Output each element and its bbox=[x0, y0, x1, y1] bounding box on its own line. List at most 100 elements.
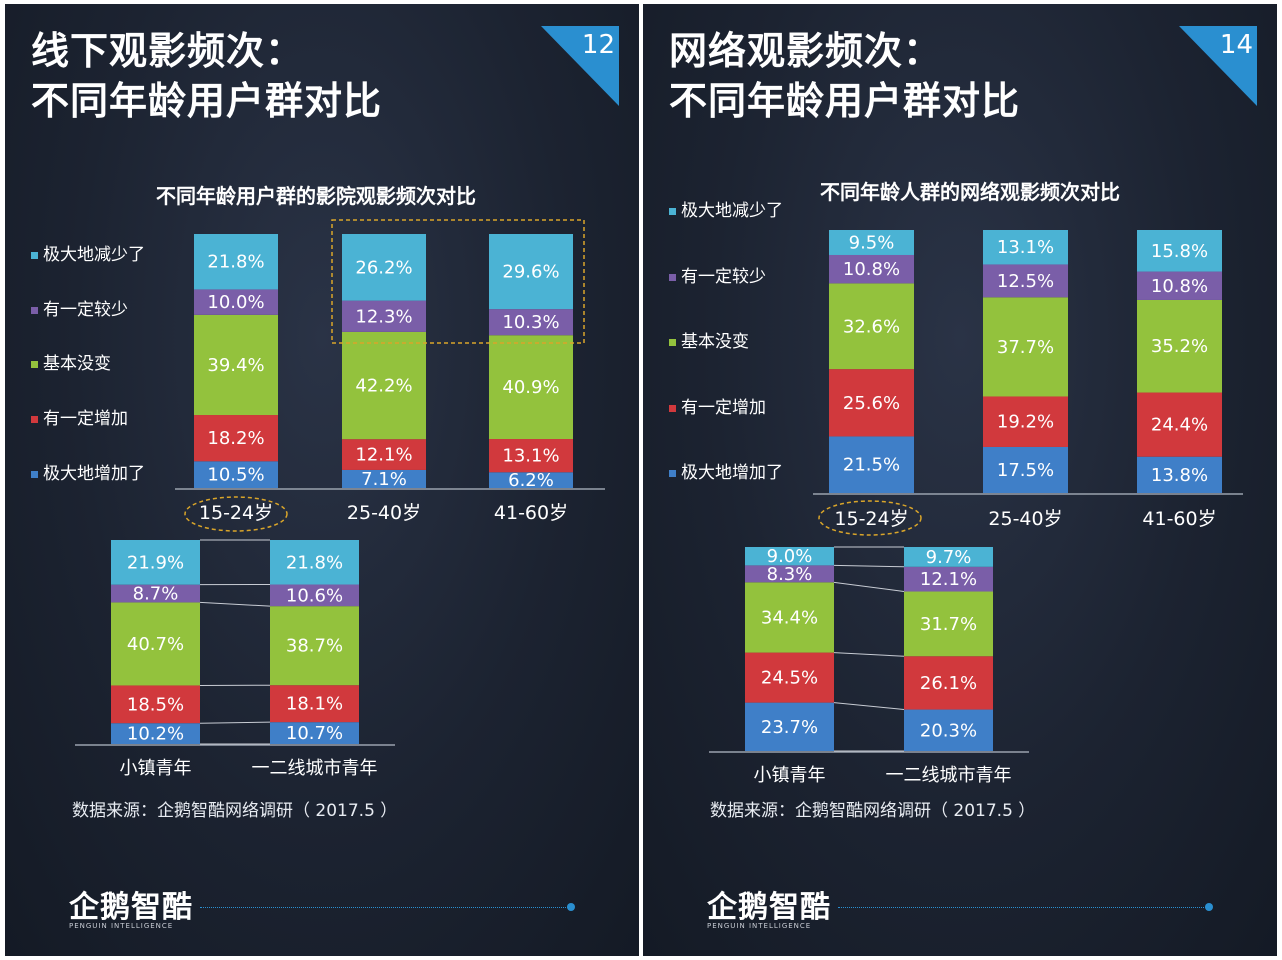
legend-swatch bbox=[31, 252, 38, 259]
bar-segment bbox=[983, 396, 1068, 447]
category-label: 一二线城市青年 bbox=[252, 758, 378, 779]
category-label: 小镇青年 bbox=[120, 758, 192, 779]
data-label: 32.6% bbox=[843, 316, 900, 337]
page-number: 14 bbox=[1219, 30, 1253, 60]
data-label: 12.1% bbox=[355, 445, 412, 466]
data-label: 21.9% bbox=[127, 552, 184, 573]
bar-segment bbox=[829, 230, 914, 255]
bar-segment bbox=[342, 300, 426, 332]
category-label: 41-60岁 bbox=[494, 502, 568, 524]
legend-label: 极大地减少了 bbox=[681, 201, 783, 221]
bar-segment bbox=[1137, 456, 1222, 493]
data-label: 10.2% bbox=[127, 724, 184, 745]
data-label: 24.4% bbox=[1151, 415, 1208, 436]
category-label: 小镇青年 bbox=[754, 765, 826, 786]
data-label: 18.5% bbox=[127, 694, 184, 715]
bar-segment bbox=[489, 439, 573, 473]
bar-segment bbox=[489, 309, 573, 336]
data-label: 21.5% bbox=[843, 455, 900, 476]
legend-swatch bbox=[669, 339, 676, 346]
bar-segment bbox=[194, 314, 278, 416]
data-label: 40.7% bbox=[127, 634, 184, 655]
bar-segment bbox=[489, 234, 573, 310]
legend-swatch bbox=[31, 307, 38, 314]
bar-segment bbox=[745, 702, 834, 751]
bar-segment bbox=[194, 461, 278, 488]
footer-line bbox=[838, 907, 1206, 908]
bar-segment bbox=[270, 606, 359, 686]
bar-segment bbox=[111, 723, 200, 744]
legend-label: 基本没变 bbox=[681, 332, 749, 352]
data-label: 12.1% bbox=[920, 569, 977, 590]
slide-title: 线下观影频次： 不同年龄用户群对比 bbox=[31, 26, 382, 126]
category-label: 15-24岁 bbox=[834, 508, 908, 530]
bar-segment bbox=[111, 685, 200, 724]
bar-segment bbox=[489, 472, 573, 488]
data-label: 12.3% bbox=[355, 306, 412, 327]
bar-segment bbox=[489, 335, 573, 440]
bar-segment bbox=[1137, 271, 1222, 300]
slide-title-line2: 不同年龄用户群对比 bbox=[669, 79, 1021, 123]
data-label: 42.2% bbox=[355, 376, 412, 397]
highlight-box bbox=[331, 219, 585, 344]
brand-logo: 企鹅智酷 bbox=[69, 890, 193, 925]
bar-segment bbox=[342, 331, 426, 440]
data-label: 17.5% bbox=[997, 460, 1054, 481]
legend-label: 有一定增加 bbox=[681, 398, 766, 418]
category-label: 一二线城市青年 bbox=[886, 765, 1012, 786]
highlight-ellipse bbox=[818, 500, 922, 536]
brand-logo-sub: PENGUIN INTELLIGENCE bbox=[69, 922, 174, 930]
bar-segment bbox=[270, 685, 359, 723]
legend-label: 极大地减少了 bbox=[43, 245, 145, 265]
data-label: 9.7% bbox=[926, 547, 972, 568]
category-label: 25-40岁 bbox=[347, 502, 421, 524]
bar-segment bbox=[745, 565, 834, 583]
bar-segment bbox=[904, 566, 993, 592]
bar-segment bbox=[829, 436, 914, 493]
data-label: 37.7% bbox=[997, 337, 1054, 358]
slide-title: 网络观影频次： 不同年龄用户群对比 bbox=[669, 26, 1020, 126]
bar-segment bbox=[983, 297, 1068, 397]
data-source: 数据来源：企鹅智酷网络调研（ 2017.5 ） bbox=[710, 801, 1036, 821]
bar-segment bbox=[194, 415, 278, 462]
bar-segment bbox=[194, 234, 278, 290]
data-label: 26.2% bbox=[355, 257, 412, 278]
data-label: 35.2% bbox=[1151, 336, 1208, 357]
bar-segment bbox=[983, 230, 1068, 265]
slide-title-line1: 网络观影频次： bbox=[669, 29, 943, 73]
bar-segment bbox=[983, 446, 1068, 493]
data-label: 25.6% bbox=[843, 393, 900, 414]
data-label: 8.7% bbox=[133, 584, 179, 605]
bar-segment bbox=[745, 652, 834, 703]
brand-logo: 企鹅智酷 bbox=[707, 890, 831, 925]
highlight-ellipse bbox=[184, 496, 288, 532]
footer-dot bbox=[1205, 903, 1213, 911]
chart-title: 不同年龄用户群的影院观影频次对比 bbox=[156, 184, 476, 208]
bar-segment bbox=[1137, 392, 1222, 457]
left-slide: 线下观影频次： 不同年龄用户群对比 12 不同年龄用户群的影院观影频次对比 极大… bbox=[5, 4, 639, 956]
bar-segment bbox=[904, 547, 993, 567]
bar-segment bbox=[829, 283, 914, 370]
bar-segment bbox=[1137, 230, 1222, 272]
bar-segment bbox=[270, 584, 359, 607]
data-label: 10.5% bbox=[207, 465, 264, 486]
bar-segment bbox=[111, 540, 200, 585]
bar-segment bbox=[342, 439, 426, 470]
bar-segment bbox=[270, 722, 359, 744]
bar-segment bbox=[1137, 299, 1222, 393]
data-label: 23.7% bbox=[761, 717, 818, 738]
data-label: 39.4% bbox=[207, 355, 264, 376]
legend-label: 有一定较少 bbox=[43, 300, 128, 320]
brand-logo-sub: PENGUIN INTELLIGENCE bbox=[707, 922, 812, 930]
bar-segment bbox=[745, 547, 834, 566]
footer-line bbox=[200, 907, 568, 908]
bar-segment bbox=[745, 582, 834, 653]
legend-swatch bbox=[669, 470, 676, 477]
page-number: 12 bbox=[581, 30, 615, 60]
right-slide: 网络观影频次： 不同年龄用户群对比 14 不同年龄人群的网络观影频次对比 极大地… bbox=[643, 4, 1277, 956]
data-label: 18.1% bbox=[286, 694, 343, 715]
bar-segment bbox=[829, 254, 914, 284]
legend-swatch bbox=[31, 416, 38, 423]
footer-dot bbox=[567, 903, 575, 911]
